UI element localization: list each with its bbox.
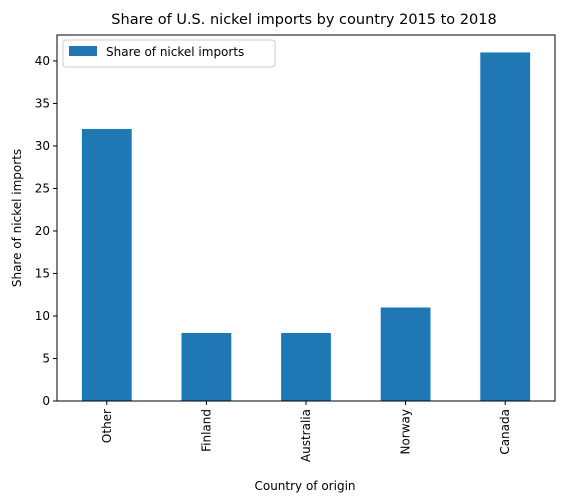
y-axis-label: Share of nickel imports (10, 149, 24, 287)
plot-area (81, 52, 531, 402)
legend-swatch (69, 46, 97, 56)
y-tick-label: 40 (35, 54, 50, 68)
bar-other (81, 128, 132, 401)
y-tick-label: 10 (35, 309, 50, 323)
bar-finland (181, 332, 232, 401)
y-tick-label: 35 (35, 96, 50, 110)
y-tick-label: 15 (35, 266, 50, 280)
legend-label: Share of nickel imports (106, 45, 244, 59)
y-tick-label: 0 (42, 394, 50, 408)
x-axis-label: Country of origin (254, 479, 355, 493)
x-tick-label: Australia (299, 409, 313, 462)
legend-frame (62, 39, 276, 68)
x-axis: Other Finland Australia Norway Canada (100, 401, 512, 462)
x-tick-label: Finland (199, 409, 213, 452)
chart-title: Share of U.S. nickel imports by country … (111, 12, 496, 28)
x-tick-label: Canada (498, 409, 512, 455)
y-tick-label: 5 (42, 351, 50, 365)
x-tick-label: Norway (399, 409, 413, 455)
x-tick-label: Other (100, 409, 114, 443)
legend: Share of nickel imports (62, 39, 276, 68)
y-tick-label: 30 (35, 139, 50, 153)
y-tick-label: 20 (35, 224, 50, 238)
bar-australia (281, 332, 331, 401)
y-tick-label: 25 (35, 181, 50, 195)
bar-canada (480, 52, 531, 402)
bar-norway (380, 307, 431, 401)
y-axis: 0 5 10 15 20 25 30 35 40 (35, 54, 57, 408)
